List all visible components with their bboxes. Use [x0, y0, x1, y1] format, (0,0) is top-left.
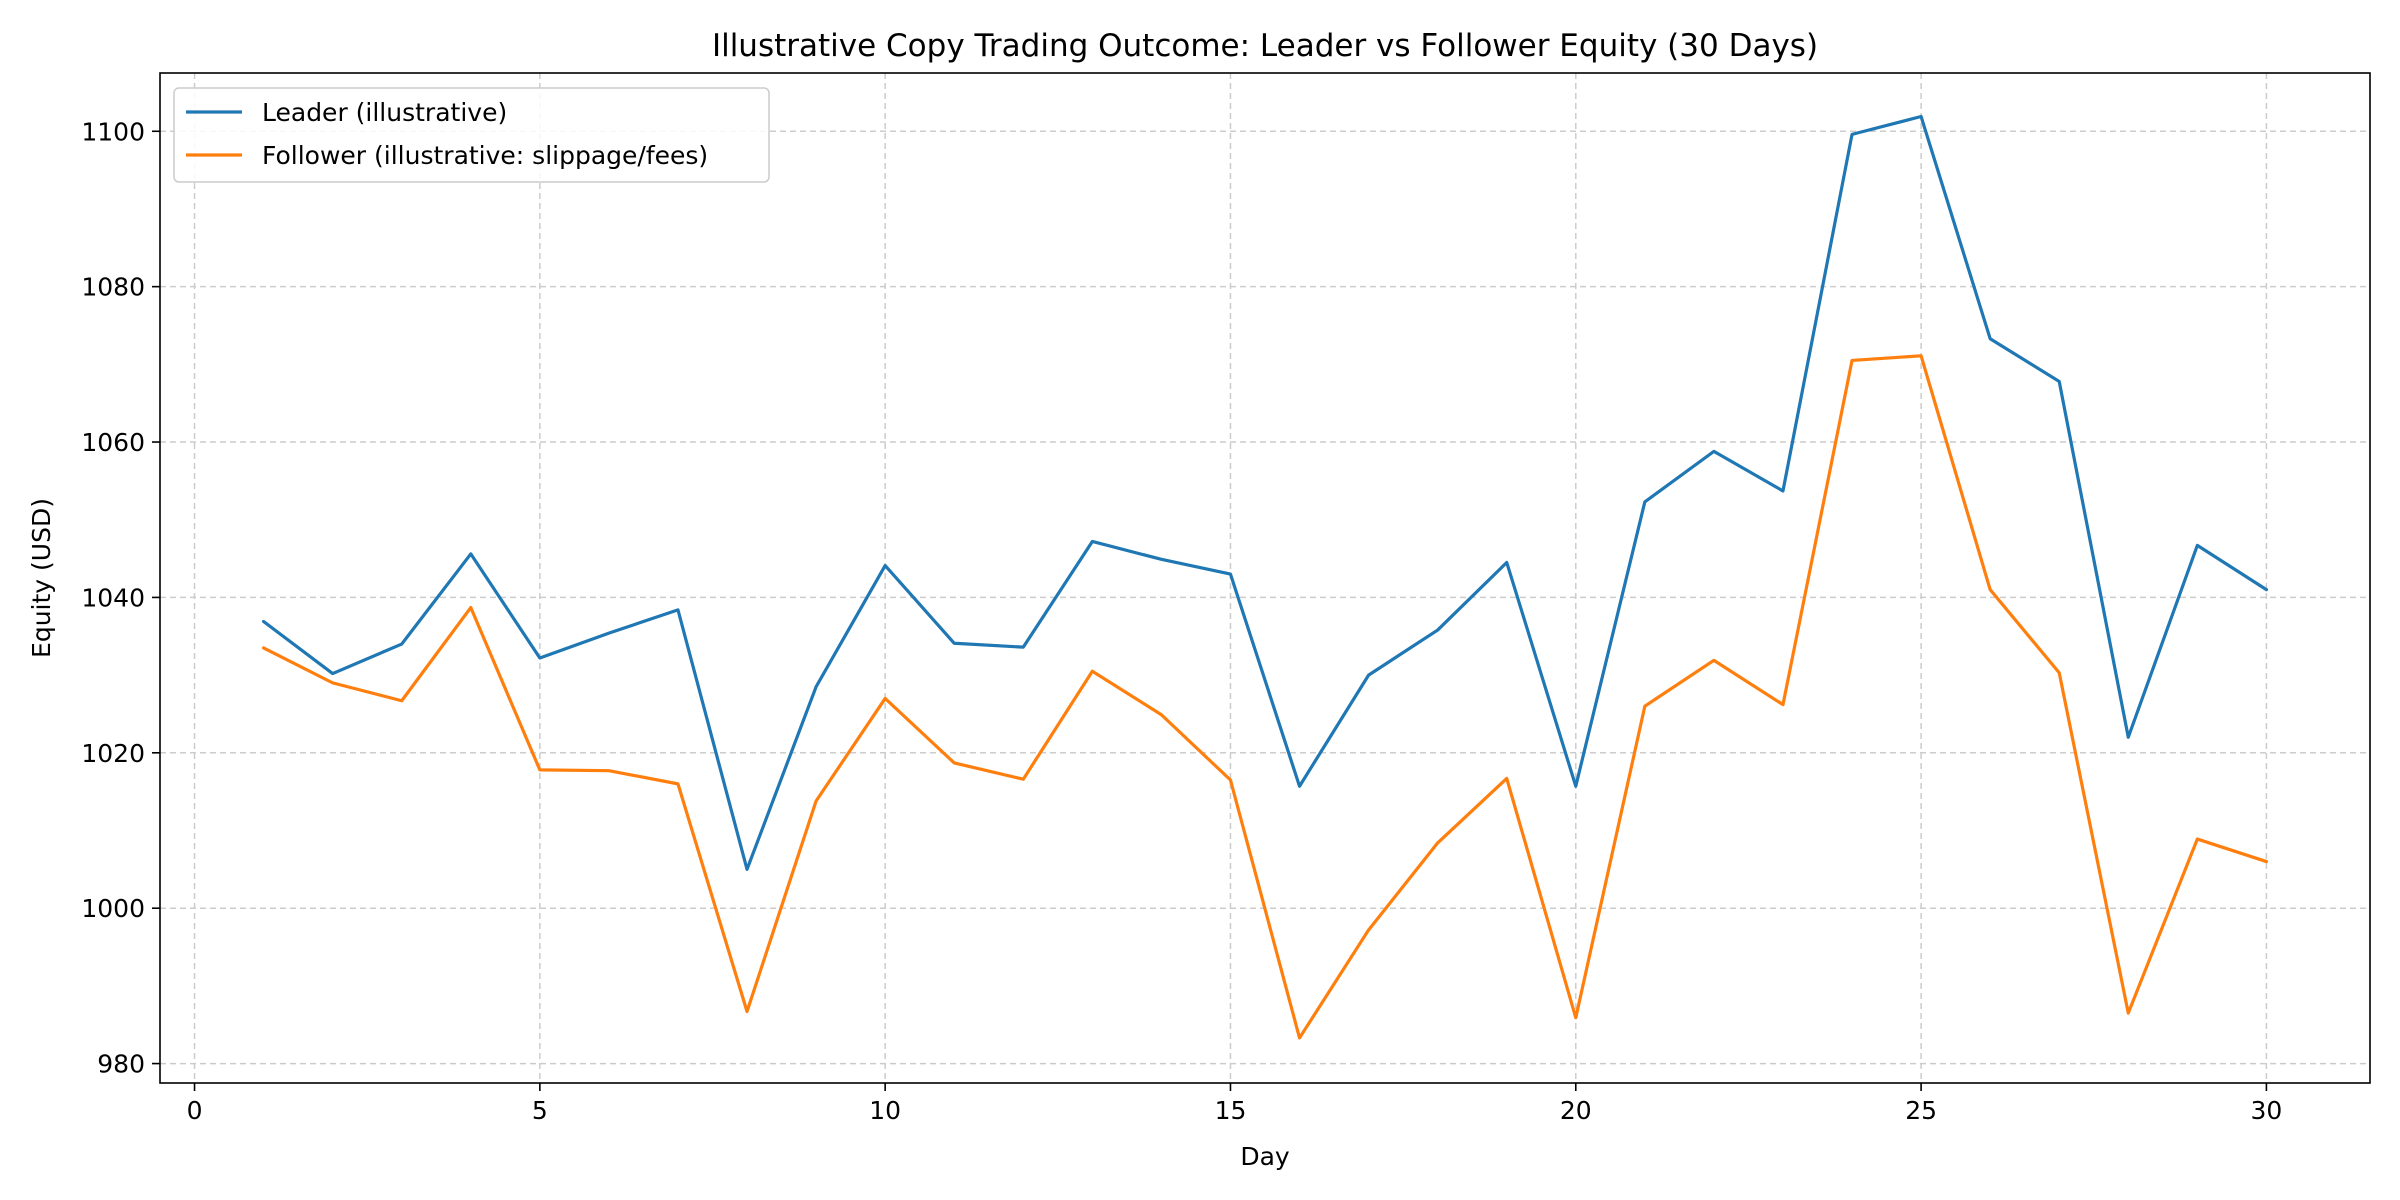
- axis-ticks: 0 5 10 15 20 25 30 980 1000 1020 1040 1060 1080 1100: [81, 117, 2282, 1125]
- x-tick-label: 10: [869, 1096, 901, 1125]
- x-tick-label: 0: [187, 1096, 203, 1125]
- x-tick-label: 5: [532, 1096, 548, 1125]
- y-tick-label: 1020: [81, 739, 145, 768]
- y-tick-label: 1060: [81, 428, 145, 457]
- series-lines: [261, 114, 2269, 1040]
- legend: Leader (illustrative) Follower (illustrat…: [173, 87, 770, 183]
- x-tick-label: 15: [1215, 1096, 1247, 1125]
- y-tick-label: 1100: [81, 117, 145, 146]
- x-axis-title: Day: [1240, 1142, 1290, 1171]
- y-tick-label: 980: [97, 1050, 145, 1079]
- y-tick-label: 1080: [81, 273, 145, 302]
- x-tick-label: 30: [2251, 1096, 2283, 1125]
- series-line-leader: [261, 114, 2269, 871]
- legend-box: [173, 87, 770, 183]
- x-tick-label: 20: [1560, 1096, 1592, 1125]
- series-line-follower: [261, 354, 2269, 1040]
- legend-label: Leader (illustrative): [262, 98, 507, 127]
- y-axis-title: Equity (USD): [27, 498, 56, 658]
- x-tick-label: 25: [1905, 1096, 1937, 1125]
- axes-frame: [159, 72, 2371, 1084]
- legend-label: Follower (illustrative: slippage/fees): [262, 141, 708, 170]
- y-tick-label: 1040: [81, 583, 145, 612]
- y-tick-label: 1000: [81, 894, 145, 923]
- chart-title: Illustrative Copy Trading Outcome: Leade…: [712, 28, 1818, 64]
